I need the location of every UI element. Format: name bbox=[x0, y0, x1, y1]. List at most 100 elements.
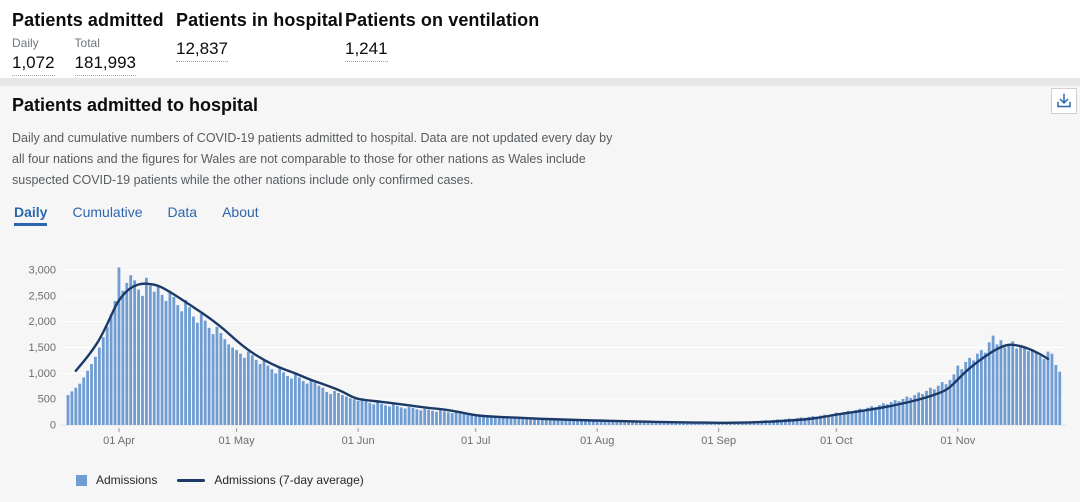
admissions-bar[interactable] bbox=[638, 421, 642, 425]
admissions-bar[interactable] bbox=[297, 377, 301, 425]
admissions-bar[interactable] bbox=[1050, 353, 1054, 425]
admissions-bar[interactable] bbox=[529, 418, 532, 425]
admissions-bar[interactable] bbox=[544, 419, 548, 425]
admissions-bar[interactable] bbox=[348, 398, 352, 425]
admissions-bar[interactable] bbox=[164, 301, 168, 425]
admissions-bar[interactable] bbox=[607, 420, 611, 425]
admissions-bar[interactable] bbox=[682, 422, 685, 425]
admissions-bar[interactable] bbox=[360, 399, 364, 425]
admissions-bar[interactable] bbox=[337, 392, 340, 425]
admissions-bar[interactable] bbox=[301, 381, 305, 425]
admissions-bar[interactable] bbox=[846, 410, 850, 425]
admissions-bar[interactable] bbox=[395, 405, 399, 425]
admissions-bar[interactable] bbox=[148, 285, 152, 426]
admissions-bar[interactable] bbox=[925, 390, 928, 425]
admissions-bar[interactable] bbox=[325, 391, 329, 425]
admissions-bar[interactable] bbox=[662, 422, 666, 425]
admissions-bar[interactable] bbox=[513, 417, 517, 425]
admissions-bar[interactable] bbox=[470, 414, 474, 425]
admissions-bar[interactable] bbox=[674, 422, 677, 425]
admissions-bar[interactable] bbox=[227, 344, 231, 425]
admissions-bar[interactable] bbox=[258, 364, 262, 425]
admissions-bar[interactable] bbox=[243, 357, 246, 425]
admissions-bar[interactable] bbox=[156, 285, 160, 426]
admissions-bar[interactable] bbox=[94, 356, 97, 425]
admissions-bar[interactable] bbox=[180, 311, 184, 425]
admissions-bar[interactable] bbox=[105, 326, 109, 425]
admissions-bar[interactable] bbox=[693, 422, 697, 425]
admissions-bar[interactable] bbox=[317, 385, 321, 425]
admissions-bar[interactable] bbox=[391, 404, 395, 425]
admissions-bar[interactable] bbox=[827, 415, 830, 425]
admissions-bar[interactable] bbox=[145, 277, 148, 425]
admissions-bar[interactable] bbox=[293, 374, 297, 425]
admissions-bar[interactable] bbox=[352, 399, 356, 425]
admissions-bar[interactable] bbox=[952, 374, 956, 425]
admissions-bar[interactable] bbox=[791, 418, 795, 425]
admissions-bar[interactable] bbox=[819, 415, 823, 425]
admissions-bar[interactable] bbox=[356, 400, 360, 425]
admissions-bar[interactable] bbox=[921, 394, 924, 425]
admissions-bar[interactable] bbox=[568, 420, 572, 425]
admissions-bar[interactable] bbox=[442, 411, 446, 425]
admissions-bar[interactable] bbox=[278, 368, 282, 425]
admissions-bar[interactable] bbox=[184, 299, 187, 425]
admissions-bar[interactable] bbox=[909, 397, 913, 426]
admissions-bar[interactable] bbox=[254, 359, 258, 425]
admissions-bar[interactable] bbox=[341, 395, 344, 425]
admissions-bar[interactable] bbox=[1023, 347, 1026, 426]
admissions-bar[interactable] bbox=[956, 365, 960, 425]
admissions-bar[interactable] bbox=[86, 370, 89, 425]
admissions-bar[interactable] bbox=[497, 417, 501, 425]
admissions-bar[interactable] bbox=[1058, 371, 1062, 425]
admissions-bar[interactable] bbox=[932, 389, 936, 425]
admissions-bar[interactable] bbox=[137, 289, 140, 425]
tab-about[interactable]: About bbox=[222, 204, 259, 220]
admissions-bar[interactable] bbox=[372, 404, 376, 425]
admissions-bar[interactable] bbox=[364, 401, 368, 425]
admissions-bar[interactable] bbox=[901, 398, 905, 425]
admissions-bar[interactable] bbox=[709, 422, 713, 425]
admissions-bar[interactable] bbox=[270, 369, 274, 425]
admissions-bar[interactable] bbox=[246, 351, 250, 425]
admissions-bar[interactable] bbox=[466, 414, 470, 425]
admissions-bar[interactable] bbox=[1046, 351, 1050, 425]
admissions-bar[interactable] bbox=[842, 412, 846, 425]
admissions-bar[interactable] bbox=[968, 357, 971, 425]
tab-cumulative[interactable]: Cumulative bbox=[72, 204, 143, 220]
admissions-bar[interactable] bbox=[474, 415, 478, 425]
admissions-bar[interactable] bbox=[881, 403, 885, 425]
admissions-bar[interactable] bbox=[407, 406, 411, 425]
admissions-bar[interactable] bbox=[192, 316, 195, 426]
admissions-bar[interactable] bbox=[160, 294, 164, 425]
admissions-bar[interactable] bbox=[211, 334, 215, 425]
admissions-bar[interactable] bbox=[525, 418, 529, 425]
admissions-bar[interactable] bbox=[125, 282, 129, 425]
admissions-bar[interactable] bbox=[560, 419, 564, 425]
admissions-bar[interactable] bbox=[646, 421, 650, 425]
admissions-bar[interactable] bbox=[666, 422, 670, 425]
admissions-bar[interactable] bbox=[936, 385, 940, 425]
admissions-bar[interactable] bbox=[893, 400, 897, 425]
admissions-bar[interactable] bbox=[290, 378, 293, 426]
avg-line[interactable] bbox=[74, 282, 1050, 424]
admissions-bar[interactable] bbox=[313, 382, 317, 425]
admissions-bar[interactable] bbox=[556, 419, 560, 425]
admissions-bar[interactable] bbox=[584, 420, 587, 425]
admissions-bar[interactable] bbox=[783, 419, 787, 425]
admissions-bar[interactable] bbox=[658, 422, 662, 425]
admissions-bar[interactable] bbox=[850, 411, 854, 425]
admissions-bar[interactable] bbox=[223, 339, 227, 425]
admissions-bar[interactable] bbox=[983, 352, 987, 425]
admissions-bar[interactable] bbox=[101, 337, 105, 425]
admissions-bar[interactable] bbox=[329, 394, 333, 425]
admissions-bar[interactable] bbox=[1030, 349, 1034, 425]
admissions-bar[interactable] bbox=[685, 422, 689, 425]
admissions-bar[interactable] bbox=[870, 406, 873, 425]
admissions-bar[interactable] bbox=[701, 422, 705, 425]
admissions-bar[interactable] bbox=[552, 420, 556, 425]
admissions-bar[interactable] bbox=[1007, 344, 1011, 425]
admissions-bar[interactable] bbox=[964, 361, 968, 425]
admissions-bar[interactable] bbox=[635, 421, 638, 425]
admissions-bar[interactable] bbox=[713, 422, 717, 425]
